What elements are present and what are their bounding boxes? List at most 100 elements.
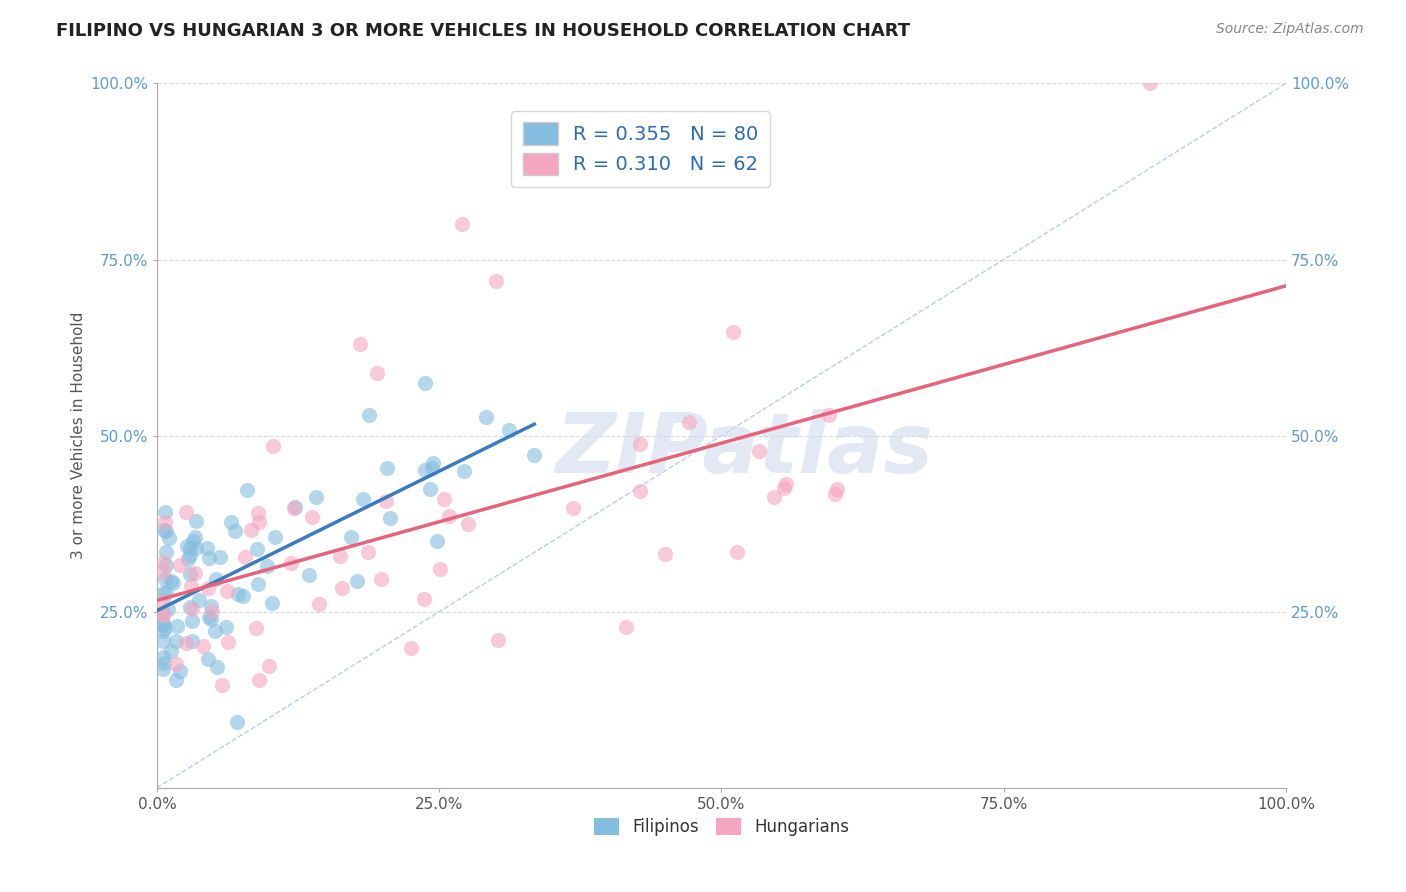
Point <box>301 510 323 524</box>
Point <box>357 545 380 559</box>
Point <box>450 217 472 231</box>
Point <box>211 677 233 691</box>
Point <box>422 456 444 470</box>
Point <box>247 673 270 687</box>
Point <box>184 541 207 555</box>
Point <box>562 500 585 515</box>
Point <box>215 620 238 634</box>
Text: FILIPINO VS HUNGARIAN 3 OR MORE VEHICLES IN HOUSEHOLD CORRELATION CHART: FILIPINO VS HUNGARIAN 3 OR MORE VEHICLES… <box>56 22 910 40</box>
Point <box>174 505 197 519</box>
Point <box>453 464 475 478</box>
Point <box>308 597 330 611</box>
Y-axis label: 3 or more Vehicles in Household: 3 or more Vehicles in Household <box>72 312 86 559</box>
Point <box>200 599 222 614</box>
Point <box>437 508 460 523</box>
Point <box>177 552 200 566</box>
Legend: Filipinos, Hungarians: Filipinos, Hungarians <box>588 812 856 843</box>
Point <box>419 482 441 496</box>
Point <box>264 531 287 545</box>
Point <box>155 545 177 559</box>
Point <box>226 586 249 600</box>
Point <box>198 610 221 624</box>
Point <box>152 523 174 537</box>
Point <box>233 549 256 564</box>
Point <box>169 664 191 678</box>
Point <box>180 634 202 648</box>
Point <box>195 541 218 556</box>
Point <box>152 606 174 620</box>
Point <box>240 524 263 538</box>
Point <box>375 493 398 508</box>
Point <box>152 662 174 676</box>
Point <box>1139 77 1161 91</box>
Point <box>280 556 302 570</box>
Point <box>236 483 259 498</box>
Point <box>725 544 748 558</box>
Point <box>160 644 183 658</box>
Point <box>217 635 239 649</box>
Point <box>152 624 174 639</box>
Point <box>152 633 174 648</box>
Point <box>246 542 269 557</box>
Point <box>152 554 174 568</box>
Point <box>498 423 520 437</box>
Point <box>475 410 498 425</box>
Point <box>215 583 238 598</box>
Point <box>628 437 651 451</box>
Point <box>329 549 352 563</box>
Point <box>179 541 201 555</box>
Point <box>184 530 207 544</box>
Point <box>352 492 374 507</box>
Point <box>654 547 676 561</box>
Point <box>339 531 361 545</box>
Point <box>614 620 637 634</box>
Point <box>247 577 270 591</box>
Point <box>412 591 434 606</box>
Point <box>153 621 176 635</box>
Point <box>157 531 180 545</box>
Point <box>232 590 254 604</box>
Point <box>180 602 202 616</box>
Point <box>180 579 202 593</box>
Point <box>153 572 176 586</box>
Point <box>678 416 700 430</box>
Point <box>152 657 174 671</box>
Point <box>187 593 209 607</box>
Point <box>380 511 402 525</box>
Point <box>429 561 451 575</box>
Point <box>205 660 228 674</box>
Point <box>413 463 436 477</box>
Point <box>262 439 284 453</box>
Point <box>200 612 222 626</box>
Point <box>370 572 392 586</box>
Point <box>346 574 368 589</box>
Point <box>377 461 399 475</box>
Point <box>155 524 177 538</box>
Point <box>201 604 224 618</box>
Point <box>773 481 796 495</box>
Point <box>330 582 353 596</box>
Point <box>256 559 278 574</box>
Point <box>523 448 546 462</box>
Point <box>166 673 188 687</box>
Point <box>221 515 243 529</box>
Point <box>169 558 191 573</box>
Point <box>204 624 226 638</box>
Point <box>157 602 180 616</box>
Point <box>162 575 184 590</box>
Point <box>262 596 284 610</box>
Point <box>181 614 204 628</box>
Point <box>486 632 509 647</box>
Text: Source: ZipAtlas.com: Source: ZipAtlas.com <box>1216 22 1364 37</box>
Point <box>155 585 177 599</box>
Point <box>165 657 187 671</box>
Point <box>628 483 651 498</box>
Point <box>245 621 267 635</box>
Text: ZIPatlas: ZIPatlas <box>555 409 934 491</box>
Point <box>176 539 198 553</box>
Point <box>152 586 174 600</box>
Point <box>197 581 219 595</box>
Point <box>153 516 176 530</box>
Point <box>399 641 422 656</box>
Point <box>165 634 187 648</box>
